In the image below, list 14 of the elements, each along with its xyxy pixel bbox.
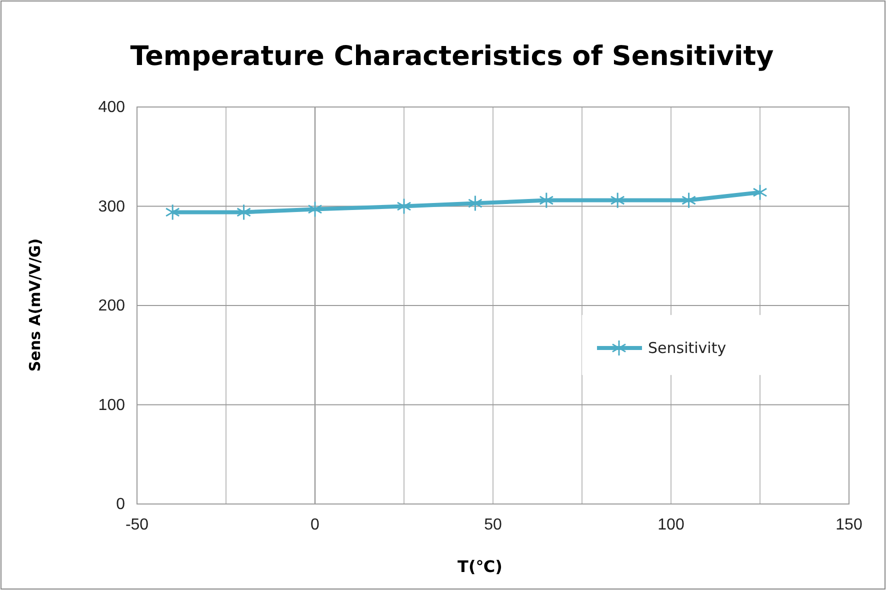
legend-label: Sensitivity — [648, 339, 726, 357]
x-axis-title: T(℃) — [458, 557, 502, 576]
y-tick-label: 0 — [116, 496, 126, 514]
x-tick-label: 100 — [658, 516, 684, 534]
y-tick-label: 100 — [98, 396, 126, 414]
x-tick-label: 50 — [484, 516, 502, 534]
chart-title: Temperature Characteristics of Sensitivity — [130, 41, 774, 72]
y-axis-title: Sens A(mV/V/G) — [26, 238, 44, 372]
y-tick-label: 400 — [98, 99, 126, 116]
y-tick-label: 300 — [98, 198, 126, 216]
x-tick-label: 150 — [836, 516, 862, 534]
y-tick-label: 200 — [98, 298, 126, 315]
x-tick-label: -50 — [125, 516, 149, 534]
x-tick-label: 0 — [310, 516, 320, 534]
